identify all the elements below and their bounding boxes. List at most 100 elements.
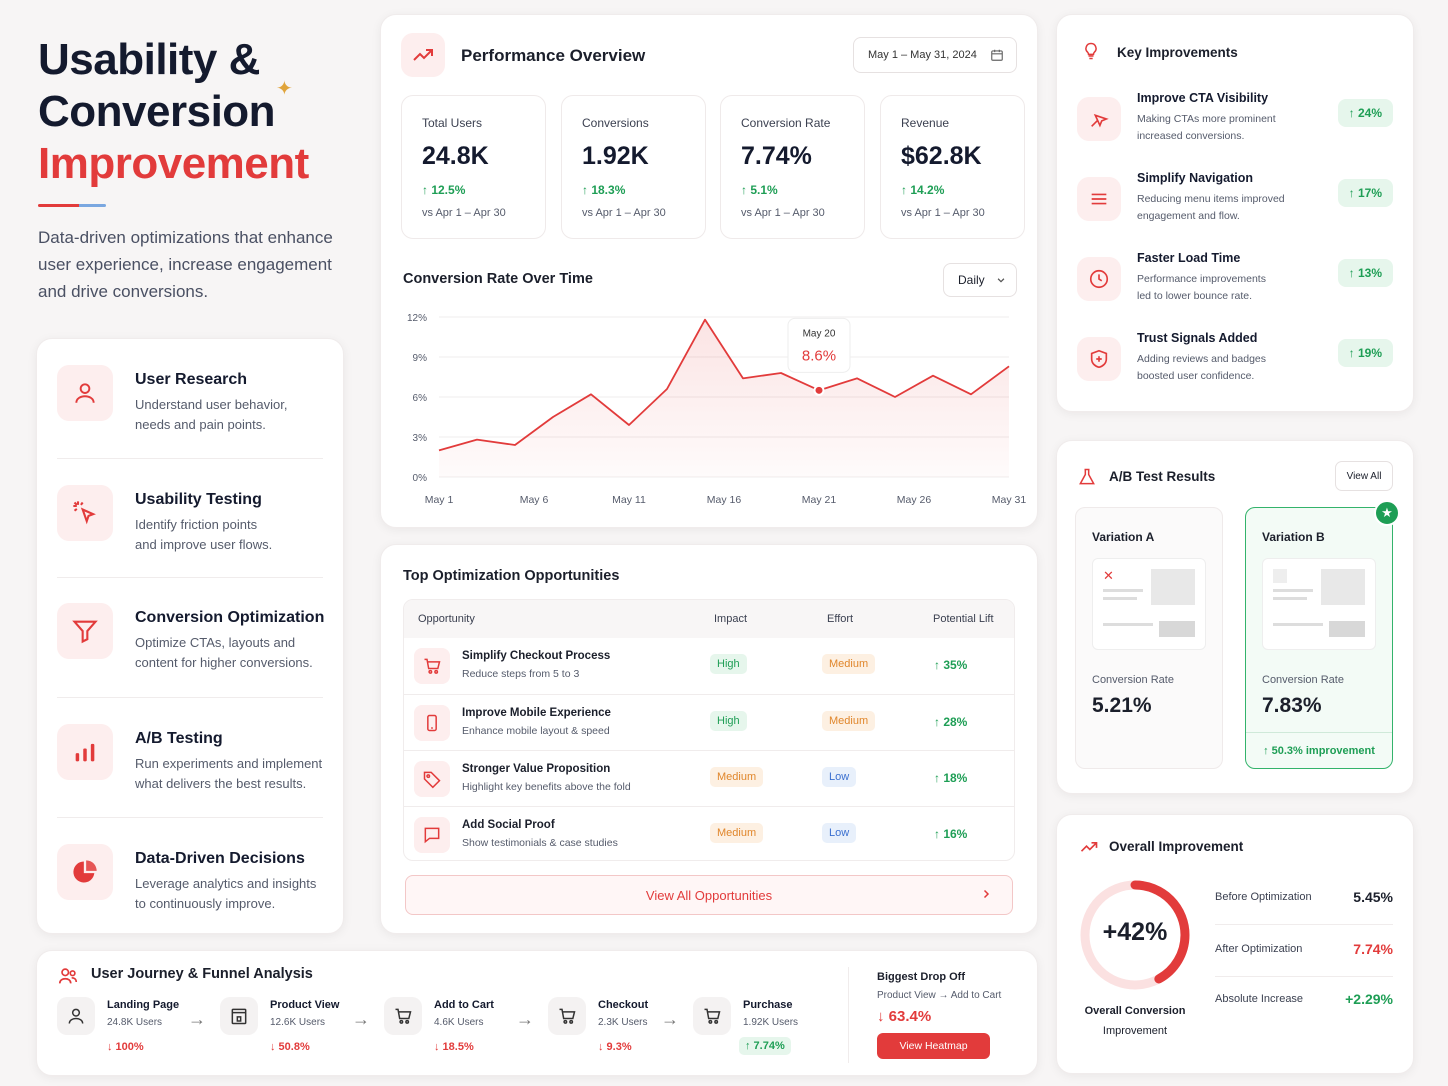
pillar-title: Usability Testing	[135, 491, 262, 508]
step-name: Landing Page	[107, 999, 180, 1011]
ab-view-all-button[interactable]: View All	[1335, 461, 1393, 491]
row-value: 5.45%	[1353, 889, 1393, 905]
opportunity-sub: Show testimonials & case studies	[462, 837, 618, 849]
impact-badge: Medium	[710, 767, 764, 787]
table-row[interactable]: Add Social Proof Show testimonials & case…	[404, 806, 1014, 860]
user-icon	[57, 365, 113, 421]
table-row[interactable]: Simplify Checkout Process Reduce steps fr…	[404, 638, 1014, 694]
cart-icon	[384, 997, 422, 1035]
performance-title: Performance Overview	[461, 46, 646, 65]
pillar-title: Conversion Optimization	[135, 609, 325, 626]
chevron-down-icon	[996, 275, 1006, 285]
cart-icon	[548, 997, 586, 1035]
calendar-icon	[990, 48, 1004, 62]
table-header: Opportunity Impact Effort Potential Lift	[404, 600, 1014, 638]
funnel-step[interactable]: Checkout 2.3K Users ↓ 9.3%	[548, 997, 708, 1067]
pillar-usability-testing[interactable]: Usability Testing Identify friction poin…	[57, 485, 325, 585]
bar-chart-icon	[57, 724, 113, 780]
clock-icon	[1077, 257, 1121, 301]
funnel-icon	[57, 603, 113, 659]
tooltip-box	[787, 317, 851, 373]
pillar-text: Leverage analytics and insights to contin…	[135, 876, 317, 911]
flask-icon	[1077, 467, 1097, 487]
variation-rate-label: Conversion Rate	[1262, 674, 1344, 686]
row-label: After Optimization	[1215, 943, 1303, 955]
funnel-steps: Landing Page 24.8K Users ↓ 100% → Product Vi…	[57, 997, 847, 1067]
mobile-icon	[414, 705, 450, 741]
table-row[interactable]: Stronger Value Proposition Highlight key …	[404, 750, 1014, 806]
pillar-data-driven[interactable]: Data-Driven Decisions Leverage analytics…	[57, 844, 325, 944]
variation-b-thumbnail	[1262, 558, 1376, 650]
y-tick-label: 0%	[413, 473, 428, 484]
y-tick-label: 3%	[413, 433, 428, 444]
close-icon: ✕	[1103, 568, 1114, 583]
step-percent: ↓ 100%	[107, 1041, 144, 1053]
effort-badge: Low	[822, 767, 857, 787]
effort-badge: Medium	[822, 711, 876, 731]
x-tick-label: May 26	[897, 494, 932, 506]
metric-total-users: Total Users 24.8K ↑ 12.5% vs Apr 1 – Apr…	[401, 95, 546, 239]
improvement-item[interactable]: Improve CTA Visibility Making CTAs more p…	[1077, 91, 1393, 161]
placeholder-line	[1273, 589, 1313, 592]
metric-compare: vs Apr 1 – Apr 30	[901, 207, 985, 219]
opportunity-title: Improve Mobile Experience	[462, 707, 611, 719]
improvement-lift: ↑ 19%	[1337, 339, 1393, 367]
chart-tooltip: May 20 8.6%	[787, 317, 851, 373]
metric-compare: vs Apr 1 – Apr 30	[582, 207, 666, 219]
table-row[interactable]: Improve Mobile Experience Enhance mobile …	[404, 694, 1014, 750]
ab-test-title: A/B Test Results	[1109, 469, 1216, 484]
y-tick-label: 6%	[413, 393, 428, 404]
improvement-lift: ↑ 13%	[1337, 259, 1393, 287]
effort-badge: Medium	[822, 654, 876, 674]
metric-value: 24.8K	[422, 142, 489, 170]
step-users: 2.3K Users	[598, 1017, 648, 1028]
improvement-title: Simplify Navigation	[1137, 171, 1253, 185]
tag-icon	[414, 761, 450, 797]
metric-value: 7.74%	[741, 142, 812, 170]
improvement-item[interactable]: Simplify Navigation Reducing menu items i…	[1077, 171, 1393, 241]
column-header: Impact	[714, 613, 748, 625]
variation-b-card[interactable]: Variation B ★ Conversion Rate 7.83% ↑ 50…	[1245, 500, 1400, 769]
step-percent: ↓ 50.8%	[270, 1041, 310, 1053]
date-range-picker[interactable]: May 1 – May 31, 2024	[853, 37, 1017, 73]
pillar-user-research[interactable]: User Research Understand user behavior, n…	[57, 365, 325, 465]
x-tick-label: May 1	[425, 494, 454, 506]
key-improvements-card: Key Improvements Improve CTA Visibility M…	[1056, 14, 1414, 412]
menu-icon	[1077, 177, 1121, 221]
potential-lift: ↑ 28%	[934, 715, 968, 729]
variation-a-card[interactable]: Variation A ✕ Conversion Rate 5.21%	[1075, 507, 1223, 769]
improvement-item[interactable]: Trust Signals Added Adding reviews and ba…	[1077, 331, 1393, 401]
opportunities-title: Top Optimization Opportunities	[403, 568, 620, 584]
placeholder-line	[1103, 589, 1143, 592]
improvement-text: ↑ 50.3% improvement	[1263, 744, 1375, 757]
view-all-opportunities-button[interactable]: View All Opportunities	[405, 875, 1013, 915]
pillar-conversion-optimization[interactable]: Conversion Optimization Optimize CTAs, l…	[57, 603, 325, 703]
overall-title: Overall Improvement	[1109, 839, 1244, 854]
pillar-ab-testing[interactable]: A/B Testing Run experiments and implemen…	[57, 724, 325, 824]
pillar-text: Understand user behavior, needs and pain …	[135, 397, 288, 432]
title-divider	[38, 204, 106, 207]
funnel-card: User Journey & Funnel Analysis Landing P…	[36, 950, 1038, 1076]
step-name: Checkout	[598, 999, 649, 1011]
funnel-step[interactable]: Product View 12.6K Users ↓ 50.8%	[220, 997, 380, 1067]
step-percent: ↓ 9.3%	[598, 1041, 632, 1053]
series-line	[438, 318, 1010, 452]
opportunities-table: Opportunity Impact Effort Potential Lift…	[403, 599, 1015, 861]
cart-icon	[414, 648, 450, 684]
placeholder-image	[1151, 569, 1195, 605]
potential-lift: ↑ 18%	[934, 771, 968, 785]
improvement-lift: ↑ 24%	[1337, 99, 1393, 127]
funnel-step[interactable]: Add to Cart 4.6K Users ↓ 18.5%	[384, 997, 544, 1067]
interval-dropdown[interactable]: Daily	[943, 263, 1017, 297]
funnel-step[interactable]: Landing Page 24.8K Users ↓ 100%	[57, 997, 217, 1067]
step-users: 1.92K Users	[743, 1017, 799, 1028]
funnel-step[interactable]: Purchase 1.92K Users ↑ 7.74%	[693, 997, 853, 1067]
series-area	[439, 319, 1009, 477]
divider	[57, 697, 323, 698]
improvement-item[interactable]: Faster Load Time Performance improvements…	[1077, 251, 1393, 321]
funnel-title: User Journey & Funnel Analysis	[91, 966, 313, 982]
row-value: 7.74%	[1353, 941, 1393, 957]
variation-name: Variation B	[1262, 530, 1325, 544]
opportunity-sub: Reduce steps from 5 to 3	[462, 668, 580, 680]
view-heatmap-button[interactable]: View Heatmap	[877, 1033, 990, 1059]
